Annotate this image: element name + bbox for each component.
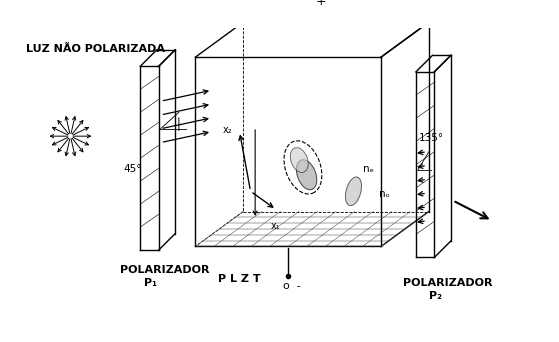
Text: P₁: P₁ <box>144 278 157 288</box>
Text: 135°: 135° <box>419 133 444 143</box>
Text: P L Z T: P L Z T <box>219 274 261 284</box>
Text: LUZ NÃO POLARIZADA: LUZ NÃO POLARIZADA <box>26 44 165 54</box>
Text: x₂: x₂ <box>223 125 233 135</box>
Text: POLARIZADOR: POLARIZADOR <box>120 265 210 275</box>
Ellipse shape <box>296 160 317 190</box>
Text: nₒ: nₒ <box>379 188 390 199</box>
Text: o  -: o - <box>283 281 301 291</box>
Text: +: + <box>316 0 326 8</box>
Text: P₂: P₂ <box>429 291 442 301</box>
Text: nₑ: nₑ <box>363 164 373 174</box>
Text: x₁: x₁ <box>271 221 281 231</box>
Ellipse shape <box>290 148 308 172</box>
Ellipse shape <box>345 177 362 206</box>
Text: 45°: 45° <box>124 164 142 174</box>
Text: POLARIZADOR: POLARIZADOR <box>403 278 492 288</box>
